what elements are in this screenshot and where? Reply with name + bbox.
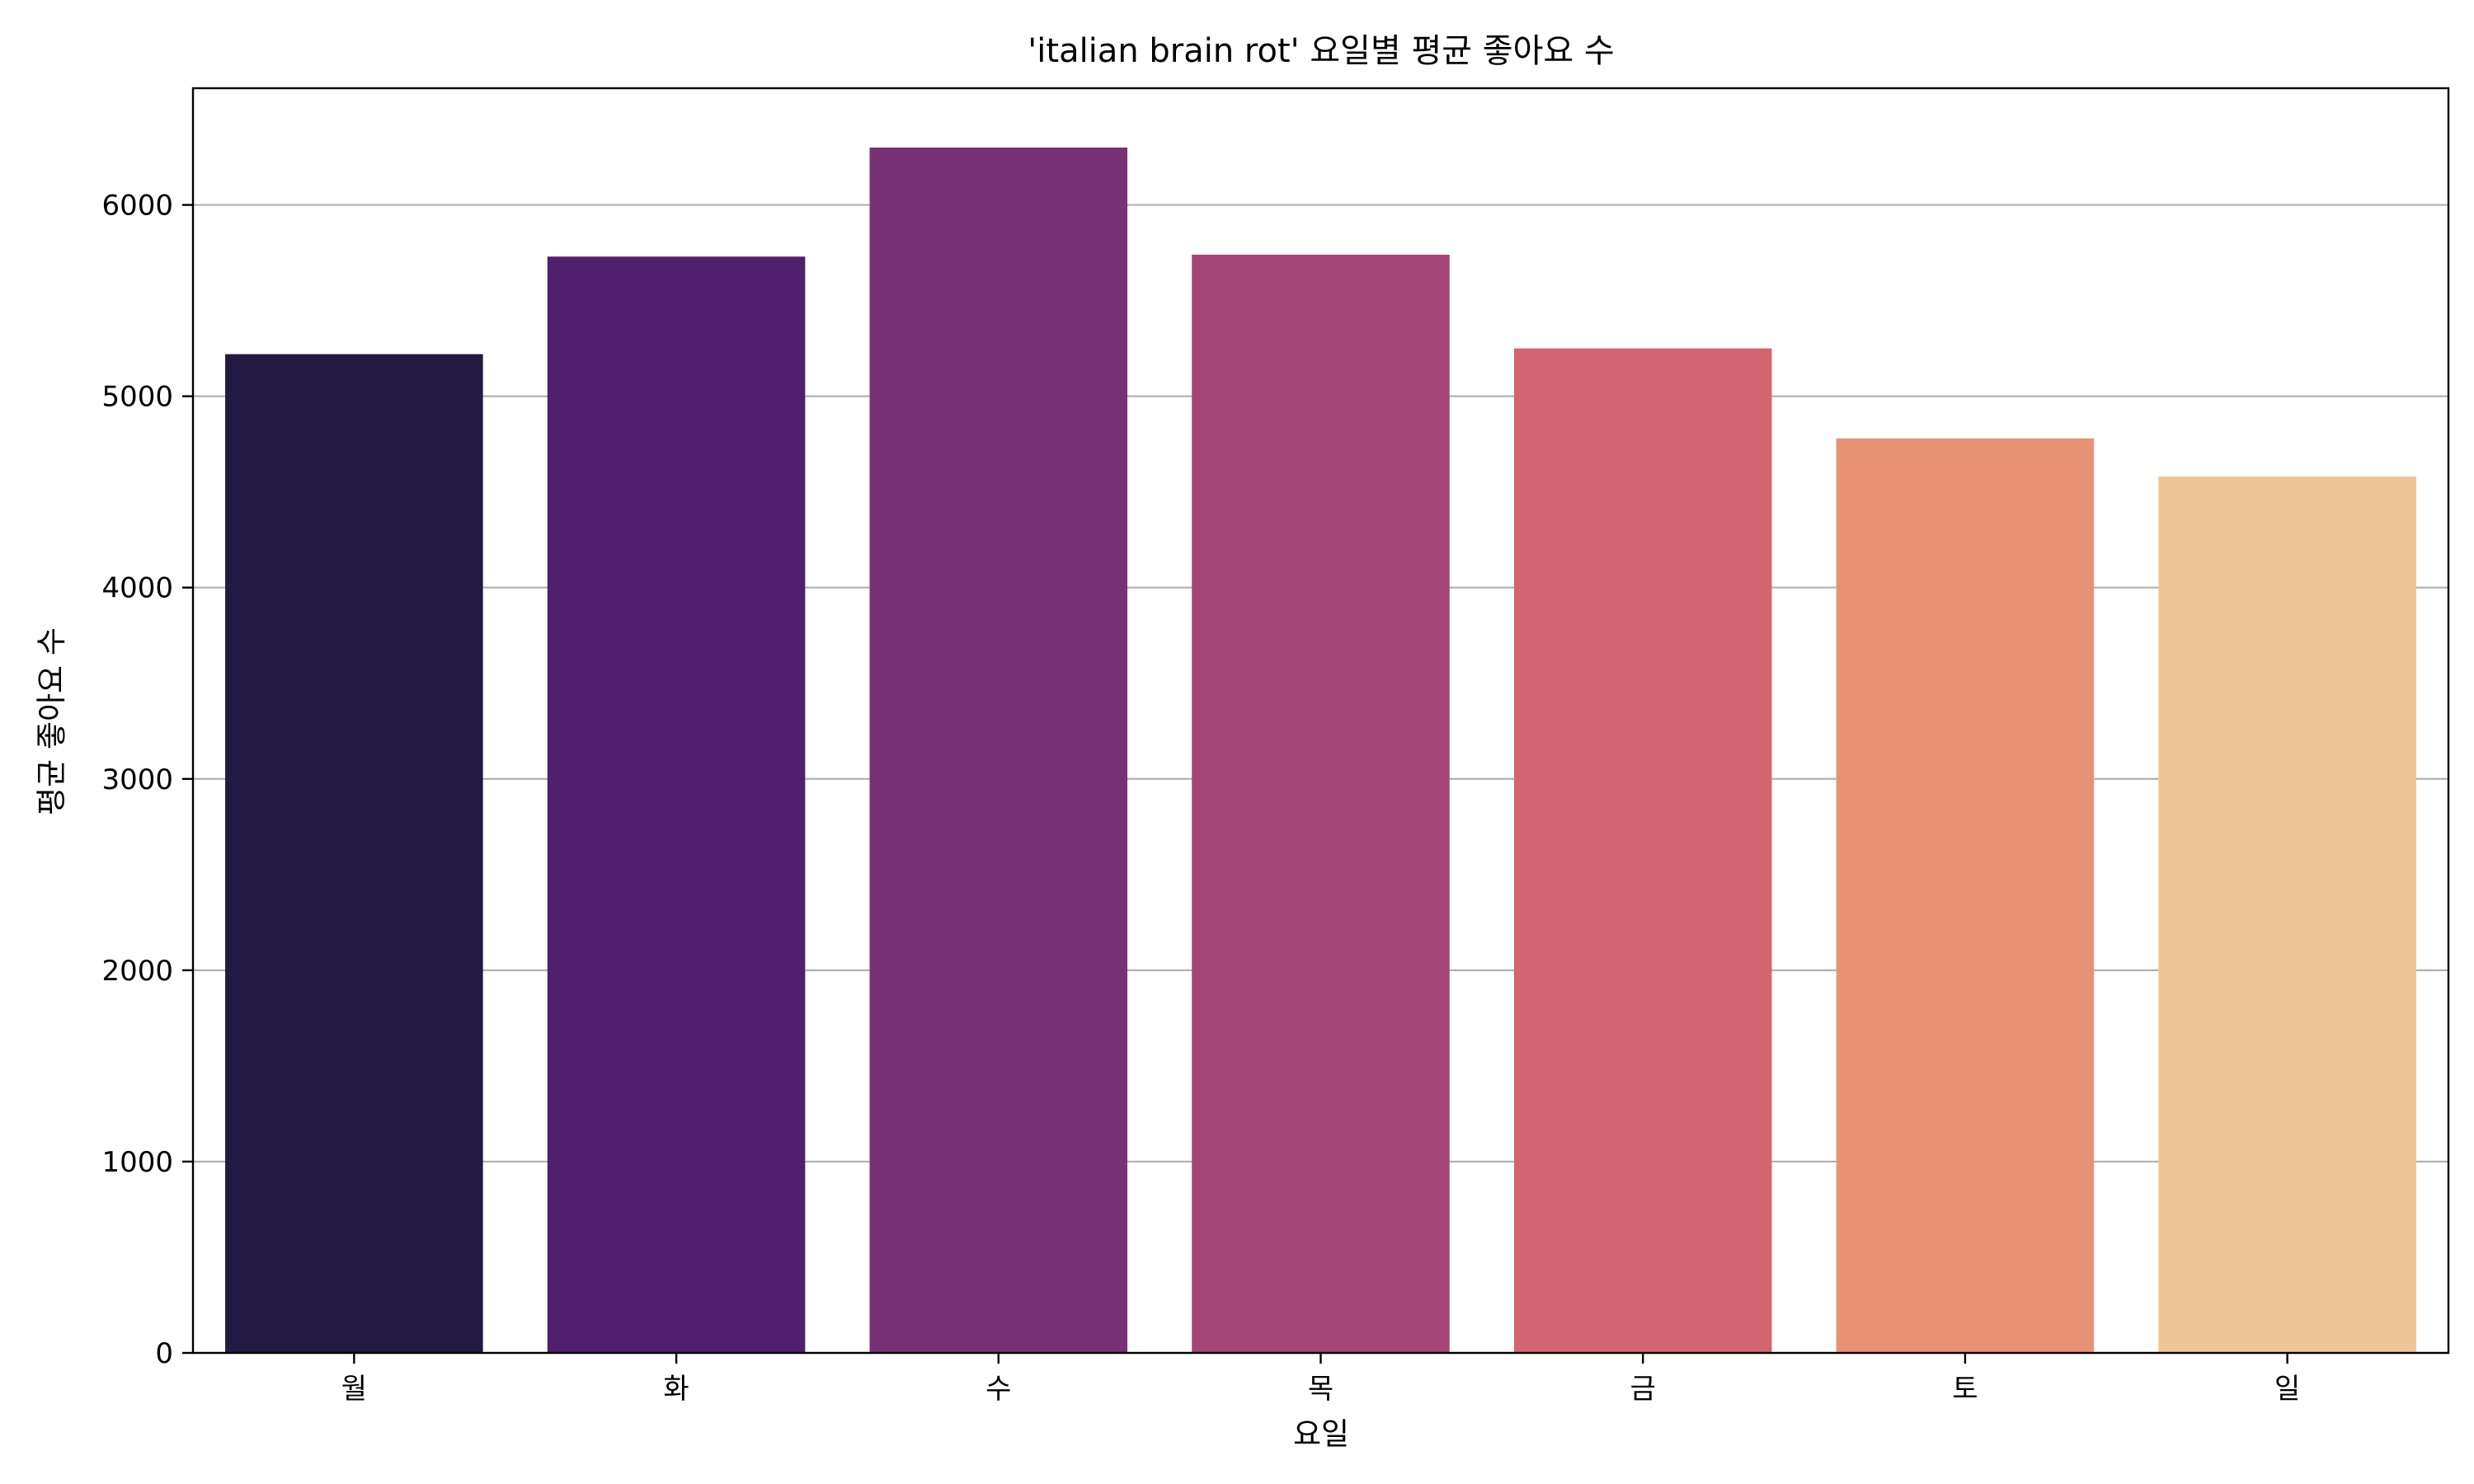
y-tick-label-5000: 5000 [101,381,173,414]
bar-일 [2158,477,2416,1353]
y-tick-label-1000: 1000 [101,1146,173,1179]
x-tick-label-월: 월 [341,1373,367,1406]
y-axis-label: 평균 좋아요 수 [34,627,69,815]
bar-화 [547,256,806,1354]
axes: 0 1000 2000 3000 4000 5000 6000 월 화 수 목 금 토 일 [101,87,2450,1406]
bar-월 [225,354,483,1353]
x-tick-label-수: 수 [985,1373,1011,1406]
y-tick-label-4000: 4000 [101,572,173,605]
bar-금 [1513,348,1772,1353]
bars [225,147,2416,1354]
x-tick-label-목: 목 [1308,1373,1333,1406]
x-axis-label: 요일 [1293,1416,1349,1452]
x-tick-label-토: 토 [1952,1373,1978,1406]
x-tick-label-일: 일 [2274,1373,2300,1406]
bar-목 [1192,254,1450,1353]
chart-title: 'italian brain rot' 요일별 평균 좋아요 수 [1028,32,1614,70]
x-tick-label-금: 금 [1630,1373,1656,1406]
bar-수 [869,147,1128,1353]
y-tick-label-6000: 6000 [101,190,173,223]
x-tick-label-화: 화 [663,1373,689,1406]
y-tick-label-3000: 3000 [101,763,173,796]
bar-토 [1836,438,2095,1353]
y-tick-label-0: 0 [155,1337,173,1370]
y-tick-label-2000: 2000 [101,955,173,988]
